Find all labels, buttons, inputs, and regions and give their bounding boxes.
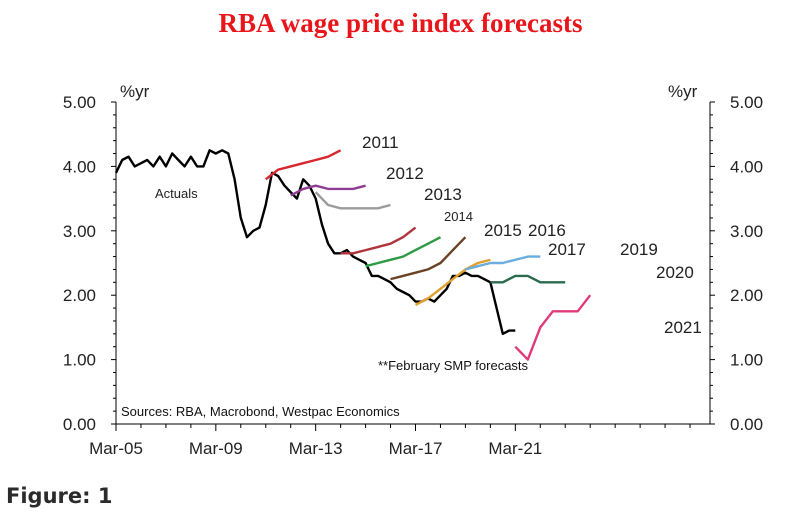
- source-note: Sources: RBA, Macrobond, Westpac Economi…: [121, 404, 400, 419]
- series-line-2014: [340, 226, 417, 255]
- annotation-text: **February SMP forecasts: [378, 358, 529, 373]
- y-axis-left-unit: %yr: [120, 82, 150, 101]
- y-tick-label-left: 3.00: [63, 222, 96, 241]
- x-tick-label: Mar-21: [488, 439, 542, 458]
- y-tick-label-right: 3.00: [730, 222, 763, 241]
- series-group: [114, 149, 592, 361]
- series-label-2017: 2017: [548, 240, 586, 259]
- series-label-2011: 2011: [362, 133, 399, 152]
- chart-title: RBA wage price index forecasts: [218, 8, 583, 38]
- series-label-2014: 2014: [444, 209, 473, 224]
- y-tick-label-left: 2.00: [63, 286, 96, 305]
- series-line-2011: [264, 149, 342, 181]
- series-line-2021: [514, 294, 592, 361]
- y-tick-label-right: 2.00: [730, 286, 763, 305]
- figure-caption: Figure: 1: [6, 484, 113, 508]
- y-tick-label-right: 4.00: [730, 157, 763, 176]
- series-label-actuals: Actuals: [155, 186, 198, 201]
- series-line-2012: [290, 184, 366, 197]
- y-axis-right-unit: %yr: [668, 82, 698, 101]
- y-tick-label-right: 5.00: [730, 93, 763, 112]
- y-tick-label-right: 1.00: [730, 351, 763, 370]
- series-line-2017: [414, 258, 491, 306]
- line-chart: 0.00 1.00 2.00 3.00 4.00 5.00 0.00 1.00 2.00 3.0…: [63, 82, 763, 458]
- series-label-2019: 2019: [620, 240, 658, 259]
- y-axis-right: 0.00 1.00 2.00 3.00 4.00 5.00: [710, 93, 763, 434]
- x-tick-label: Mar-05: [89, 439, 143, 458]
- series-label-2015: 2015: [484, 221, 522, 240]
- y-tick-label-left: 0.00: [63, 415, 96, 434]
- y-tick-label-left: 4.00: [63, 157, 96, 176]
- y-tick-label-left: 1.00: [63, 351, 96, 370]
- y-tick-label-right: 0.00: [730, 415, 763, 434]
- series-line-actuals: [114, 149, 516, 335]
- y-axis-left: 0.00 1.00 2.00 3.00 4.00 5.00: [63, 93, 116, 434]
- series-label-2020: 2020: [656, 263, 694, 282]
- series-line-2016: [390, 236, 467, 281]
- series-label-2021: 2021: [664, 318, 702, 337]
- x-tick-label: Mar-13: [289, 439, 343, 458]
- series-line-2019: [465, 255, 541, 271]
- series-label-2012: 2012: [386, 164, 424, 183]
- plot-frame: [115, 102, 711, 425]
- series-label-2016: 2016: [528, 221, 566, 240]
- y-tick-label-left: 5.00: [63, 93, 96, 112]
- x-axis: Mar-05 Mar-09 Mar-13 Mar-17 Mar-21: [89, 424, 691, 458]
- series-line-2013: [314, 191, 391, 210]
- x-tick-label: Mar-17: [389, 439, 443, 458]
- series-line-2020: [490, 274, 566, 284]
- x-tick-label: Mar-09: [189, 439, 243, 458]
- series-line-2015: [365, 236, 442, 268]
- series-label-2013: 2013: [424, 185, 462, 204]
